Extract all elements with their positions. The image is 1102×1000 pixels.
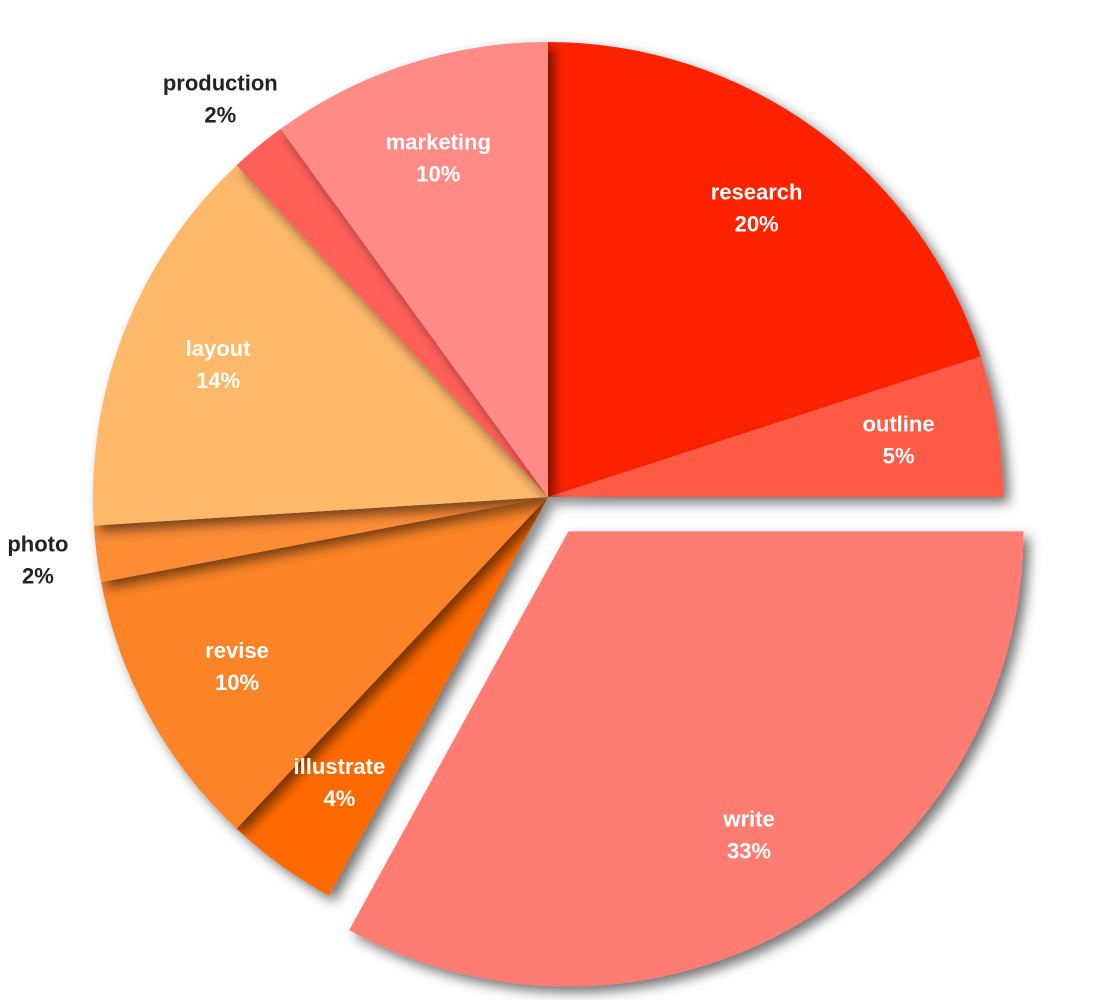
slice [236, 497, 548, 896]
slice [236, 128, 548, 497]
slice-value-label: 2% [22, 563, 54, 588]
slice [101, 497, 549, 829]
pie [92, 42, 1024, 987]
slice-value-label: 10% [416, 161, 460, 186]
slice-value-label: 20% [735, 212, 779, 237]
slice-value-label: 14% [196, 368, 240, 393]
slice [349, 531, 1024, 987]
slice-label: write [722, 807, 774, 832]
slice-label: illustrate [294, 754, 386, 779]
slice-value-label: 2% [204, 103, 236, 128]
slice-label: research [711, 180, 803, 205]
slice-value-label: 5% [883, 443, 915, 468]
slice [93, 497, 549, 583]
labels: research 20% outline 5% write 33% illustrate 4%… [7, 71, 934, 864]
slice-value-label: 4% [323, 786, 355, 811]
slice [92, 165, 548, 526]
slice [548, 356, 1003, 497]
slice-label: photo [7, 531, 68, 556]
slice [280, 42, 548, 497]
slice-label: layout [186, 336, 251, 361]
slice-label: production [163, 71, 278, 96]
slice-value-label: 10% [215, 670, 259, 695]
slice [548, 42, 981, 497]
slice-label: marketing [386, 129, 491, 154]
slice-value-label: 33% [727, 839, 771, 864]
slice-label: revise [205, 638, 269, 663]
slice-label: outline [862, 411, 934, 436]
